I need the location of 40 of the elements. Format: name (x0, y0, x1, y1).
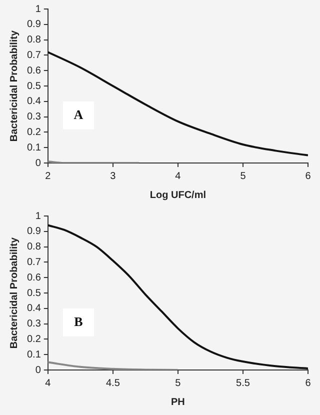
x-tick-label: 6 (305, 170, 312, 182)
x-tick-label: 4.5 (106, 378, 120, 389)
y-axis-title: Bactericidal Probability (8, 30, 20, 142)
x-tick-label: 5 (240, 170, 246, 182)
y-tick-label: 1 (35, 210, 42, 222)
y-tick-label: 0.8 (26, 34, 42, 46)
y-tick-label: 0.5 (26, 80, 42, 92)
y-tick-label: 0.4 (26, 303, 42, 314)
y-tick-label: 0.7 (26, 256, 42, 268)
y-tick-label: 0.3 (26, 112, 42, 123)
y-tick-label: 1 (35, 4, 42, 15)
x-tick-label: 6 (305, 378, 312, 389)
y-tick-label: 0.2 (26, 334, 42, 345)
x-tick-label: 5.5 (236, 378, 250, 389)
line-series (48, 51, 308, 156)
y-tick-label: 0.5 (26, 288, 42, 299)
y-tick-label: 0.1 (26, 142, 42, 154)
annotation: A (74, 106, 84, 122)
y-tick-label: 0.9 (26, 19, 42, 30)
y-tick-label: 0.2 (26, 126, 42, 138)
annotation: B (74, 314, 84, 329)
y-tick-label: 0.4 (26, 96, 42, 108)
x-tick-label: 5 (175, 378, 182, 389)
x-tick-label: 3 (110, 170, 116, 182)
x-axis-title: PH (171, 396, 185, 408)
x-tick-label: 4 (175, 170, 182, 182)
line-series (48, 361, 179, 370)
y-tick-label: 0.3 (26, 318, 42, 330)
x-tick-label: 4 (45, 378, 52, 389)
y-tick-label: 0 (35, 364, 42, 376)
x-tick-label: 2 (45, 170, 52, 182)
y-tick-label: 0.6 (26, 272, 42, 284)
y-tick-label: 0.1 (26, 349, 42, 360)
y-tick-label: 0.7 (26, 50, 42, 61)
y-tick-label: 0.8 (26, 242, 42, 253)
x-axis-title: Log UFC/ml (150, 190, 206, 201)
y-tick-label: 0 (35, 158, 42, 169)
y-tick-label: 0.9 (26, 226, 42, 238)
y-axis-title: Bactericidal Probability (8, 236, 20, 349)
y-tick-label: 0.6 (26, 65, 42, 76)
